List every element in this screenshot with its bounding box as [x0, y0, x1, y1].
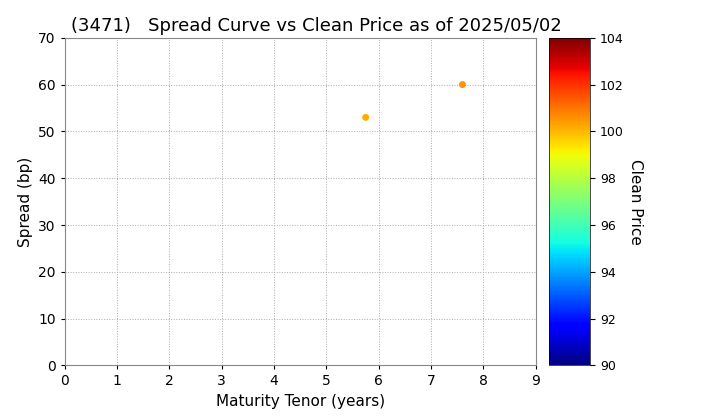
Y-axis label: Clean Price: Clean Price — [629, 159, 644, 244]
Text: (3471)   Spread Curve vs Clean Price as of 2025/05/02: (3471) Spread Curve vs Clean Price as of… — [71, 17, 562, 35]
Point — [456, 81, 468, 88]
Y-axis label: Spread (bp): Spread (bp) — [17, 157, 32, 247]
Point — [360, 114, 372, 121]
X-axis label: Maturity Tenor (years): Maturity Tenor (years) — [216, 394, 384, 409]
